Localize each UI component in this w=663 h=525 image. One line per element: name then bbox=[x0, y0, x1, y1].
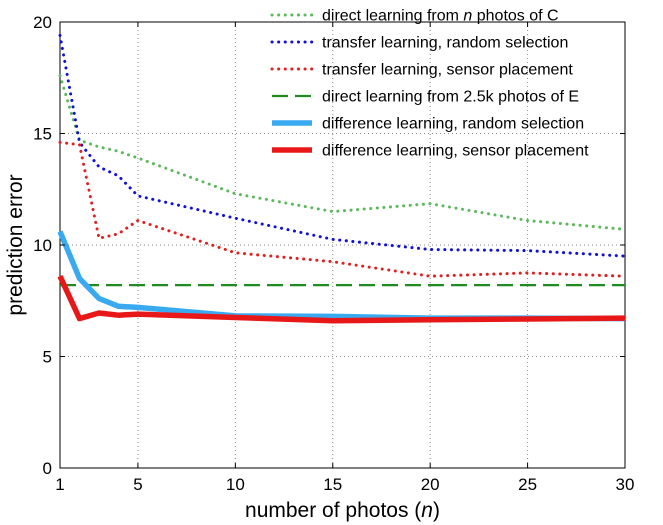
y-tick-label: 0 bbox=[43, 459, 52, 478]
x-tick-label: 15 bbox=[323, 475, 342, 494]
x-tick-label: 1 bbox=[55, 475, 64, 494]
x-tick-label: 20 bbox=[421, 475, 440, 494]
series-lines bbox=[57, 33, 627, 324]
x-tick-label: 30 bbox=[616, 475, 635, 494]
x-tick-label: 25 bbox=[518, 475, 537, 494]
y-tick-label: 20 bbox=[33, 13, 52, 32]
legend-label-2: transfer learning, random selection bbox=[322, 35, 568, 52]
x-tick-label: 5 bbox=[133, 475, 142, 494]
y-tick-label: 15 bbox=[33, 125, 52, 144]
legend-label-1: direct learning from n photos of C bbox=[322, 8, 559, 25]
series-line-3 bbox=[58, 140, 627, 278]
y-axis-label: prediction error bbox=[4, 174, 27, 315]
legend-label-6: difference learning, sensor placement bbox=[322, 143, 589, 160]
x-axis-label: number of photos (n) bbox=[245, 499, 440, 522]
legend: direct learning from n photos of C transf… bbox=[270, 8, 589, 160]
series-line-6 bbox=[57, 275, 626, 324]
y-tick-label: 10 bbox=[33, 236, 52, 255]
legend-label-5: difference learning, random selection bbox=[322, 116, 584, 133]
legend-label-4: direct learning from 2.5k photos of E bbox=[322, 89, 579, 106]
x-tick-label: 10 bbox=[226, 475, 245, 494]
y-tick-label: 5 bbox=[43, 348, 52, 367]
series-line-2 bbox=[58, 33, 627, 258]
series-line-1 bbox=[58, 74, 627, 231]
legend-label-3: transfer learning, sensor placement bbox=[322, 62, 573, 79]
